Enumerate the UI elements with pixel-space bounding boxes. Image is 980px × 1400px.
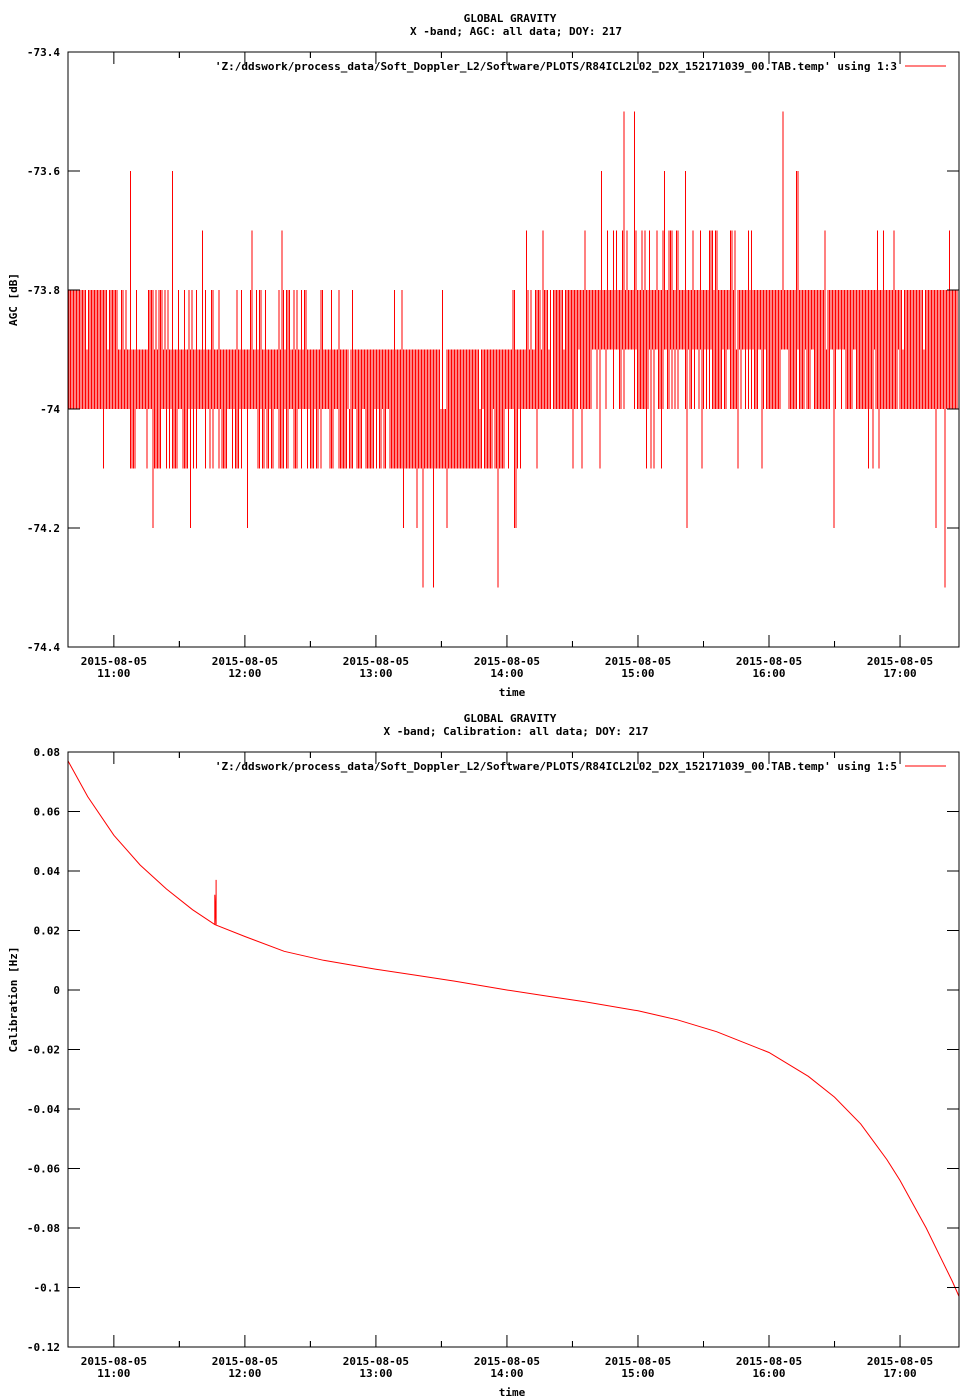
x-axis-label: time (499, 686, 526, 699)
chart-subtitle: X -band; Calibration: all data; DOY: 217 (384, 725, 649, 738)
y-tick-label: -0.06 (27, 1163, 60, 1176)
y-axis-label: Calibration [Hz] (7, 947, 20, 1053)
x-axis-label: time (499, 1386, 526, 1399)
chart-title: GLOBAL GRAVITY (464, 712, 557, 725)
y-tick-label: 0.06 (34, 806, 61, 819)
y-tick-label: 0.08 (34, 746, 61, 759)
y-tick-label: -0.08 (27, 1222, 60, 1235)
calibration-spike (214, 879, 217, 925)
x-tick-date-label: 2015-08-05 (736, 1355, 802, 1368)
y-tick-label: -74 (40, 403, 60, 416)
x-tick-date-label: 2015-08-05 (212, 1355, 278, 1368)
x-tick-date-label: 2015-08-05 (867, 655, 933, 668)
y-tick-label: -74.4 (27, 641, 60, 654)
x-tick-time-label: 15:00 (621, 667, 654, 680)
x-tick-date-label: 2015-08-05 (81, 1355, 147, 1368)
chart-title: GLOBAL GRAVITY (464, 12, 557, 25)
x-tick-time-label: 15:00 (621, 1367, 654, 1380)
x-tick-time-label: 13:00 (359, 1367, 392, 1380)
y-tick-label: -0.02 (27, 1044, 60, 1057)
x-tick-date-label: 2015-08-05 (212, 655, 278, 668)
x-tick-time-label: 12:00 (228, 667, 261, 680)
y-tick-label: -0.1 (34, 1282, 61, 1295)
y-tick-label: -74.2 (27, 522, 60, 535)
x-tick-time-label: 14:00 (490, 667, 523, 680)
x-tick-time-label: 11:00 (97, 667, 130, 680)
x-tick-time-label: 17:00 (883, 667, 916, 680)
x-tick-date-label: 2015-08-05 (867, 1355, 933, 1368)
x-tick-date-label: 2015-08-05 (343, 655, 409, 668)
calibration-series-line (68, 760, 959, 1297)
x-tick-date-label: 2015-08-05 (81, 655, 147, 668)
y-tick-label: -73.8 (27, 284, 60, 297)
y-tick-label: -0.04 (27, 1103, 60, 1116)
plot-frame (67, 51, 960, 648)
x-tick-time-label: 14:00 (490, 1367, 523, 1380)
y-axis-label: AGC [dB] (7, 273, 20, 326)
x-tick-time-label: 16:00 (752, 1367, 785, 1380)
legend-label: 'Z:/ddswork/process_data/Soft_Doppler_L2… (215, 760, 897, 773)
x-tick-date-label: 2015-08-05 (736, 655, 802, 668)
y-tick-label: 0 (53, 984, 60, 997)
x-tick-time-label: 11:00 (97, 1367, 130, 1380)
agc-series-line (68, 111, 958, 588)
x-tick-time-label: 16:00 (752, 667, 785, 680)
x-tick-date-label: 2015-08-05 (605, 655, 671, 668)
x-tick-date-label: 2015-08-05 (474, 1355, 540, 1368)
y-tick-label: 0.02 (34, 925, 61, 938)
y-tick-label: -0.12 (27, 1341, 60, 1354)
y-tick-label: -73.6 (27, 165, 60, 178)
chart-subtitle: X -band; AGC: all data; DOY: 217 (410, 25, 622, 38)
x-tick-date-label: 2015-08-05 (343, 1355, 409, 1368)
x-tick-date-label: 2015-08-05 (474, 655, 540, 668)
y-tick-label: 0.04 (34, 865, 61, 878)
x-tick-date-label: 2015-08-05 (605, 1355, 671, 1368)
plot-frame (67, 751, 960, 1348)
legend-label: 'Z:/ddswork/process_data/Soft_Doppler_L2… (215, 60, 897, 73)
x-tick-time-label: 12:00 (228, 1367, 261, 1380)
y-tick-label: -73.4 (27, 46, 60, 59)
x-tick-time-label: 17:00 (883, 1367, 916, 1380)
x-tick-time-label: 13:00 (359, 667, 392, 680)
